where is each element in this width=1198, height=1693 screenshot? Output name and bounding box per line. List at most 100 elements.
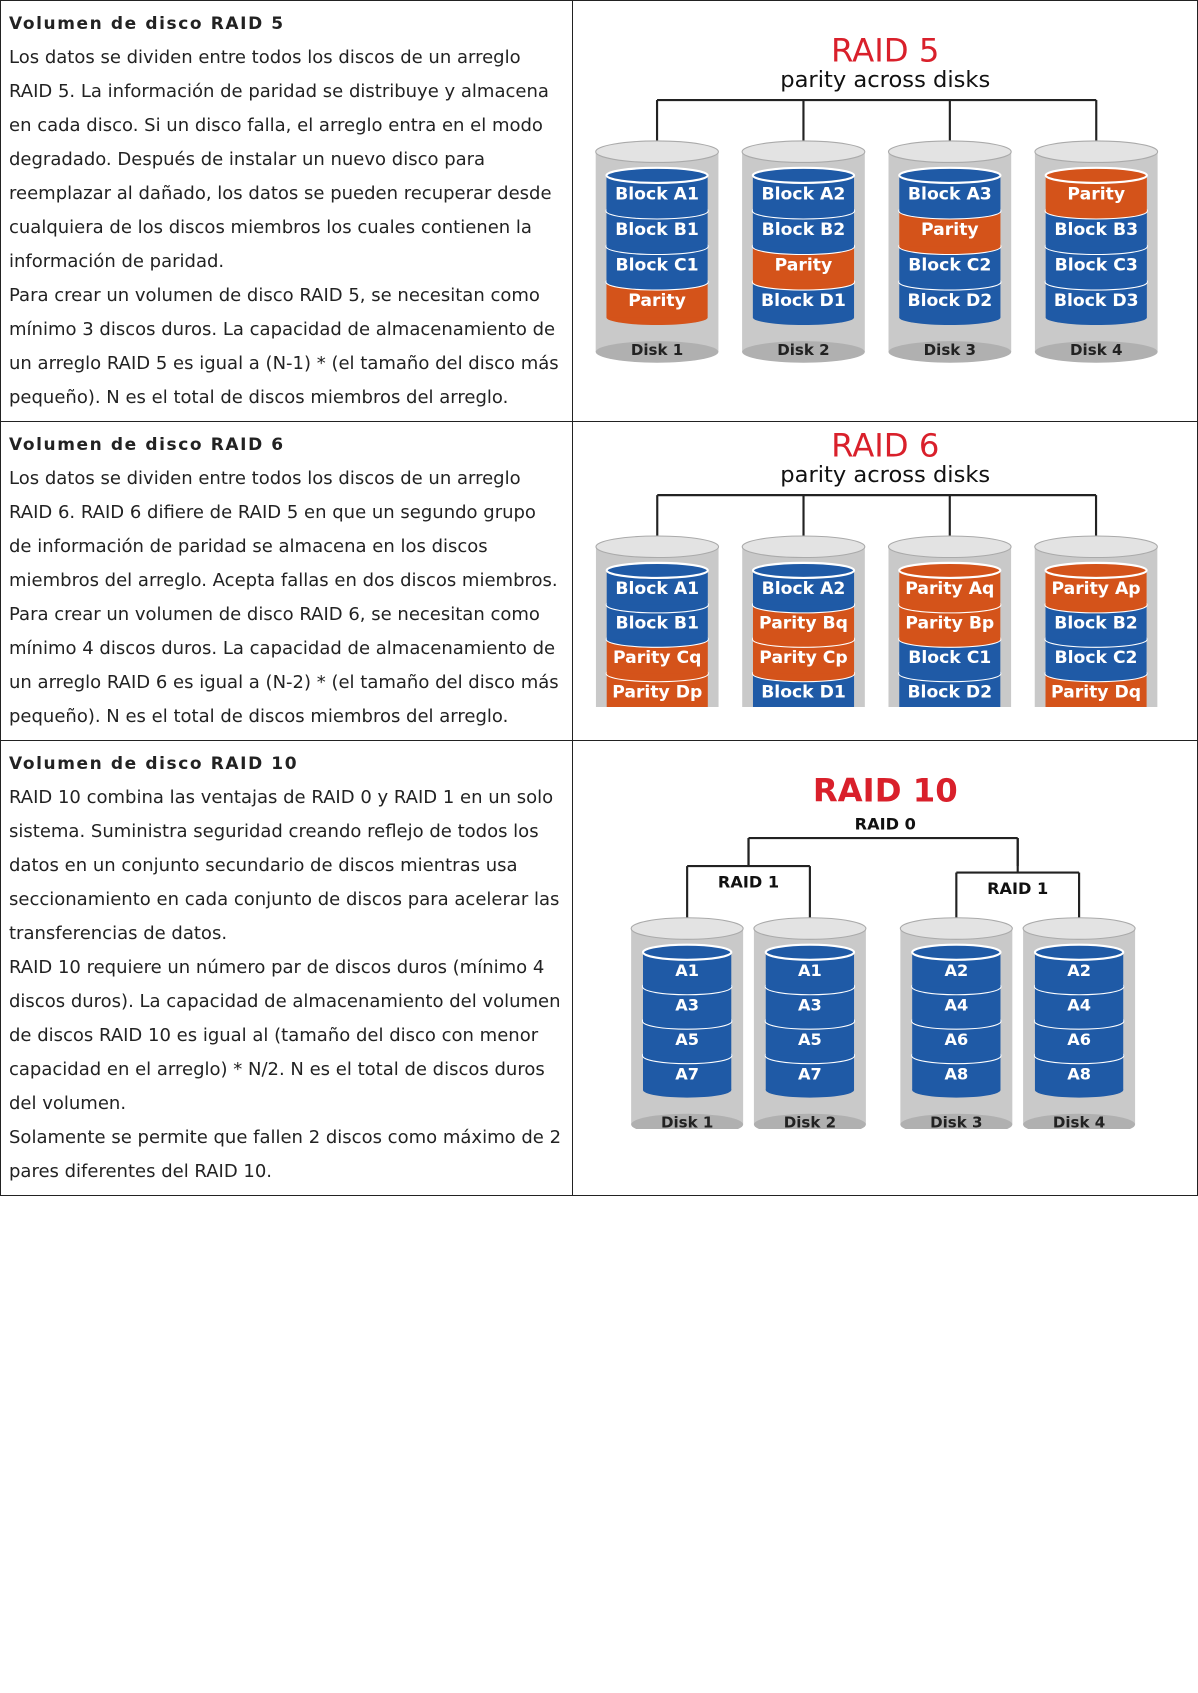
disk-base: [631, 1113, 744, 1129]
disk-base: [742, 341, 865, 363]
disk-top: [1034, 140, 1159, 164]
disk-base: [1023, 1113, 1136, 1129]
paragraph: RAID 10 requiere un número par de discos…: [9, 957, 561, 1114]
block-label: Parity Dq: [1051, 682, 1141, 702]
block-label: Parity Bq: [759, 613, 848, 633]
block-label: A7: [798, 1064, 822, 1083]
disk-base: [888, 341, 1012, 363]
block-label: Block C1: [908, 648, 991, 668]
diagram-subtitle: parity across disks: [780, 462, 990, 488]
text-cell: Volumen de disco RAID 10 RAID 10 combina …: [0, 740, 573, 1196]
block-label: Block D2: [907, 291, 992, 311]
block-top: [605, 166, 709, 184]
diagram-cell: RAID 6 parity across disks Parity Dp Parity…: [572, 421, 1198, 741]
disk-top: [887, 140, 1012, 164]
diagram-title: RAID 6: [831, 426, 939, 464]
disk-top: [630, 917, 744, 940]
block-top: [1033, 943, 1125, 961]
section-title: Volumen de disco RAID 6: [9, 435, 285, 455]
raid-table: Volumen de disco RAID 5 Los datos se divi…: [0, 0, 1198, 1196]
block-label: A4: [1067, 995, 1091, 1014]
diagram-title: RAID 10: [813, 771, 958, 809]
paragraph: Para crear un volumen de disco RAID 5, s…: [9, 285, 559, 408]
block-label: Block B3: [1054, 220, 1138, 240]
block-label: Block D1: [761, 682, 846, 702]
disk-label: Disk 2: [777, 341, 829, 359]
table-body: Volumen de disco RAID 5 Los datos se divi…: [0, 0, 1198, 1196]
disk-label: Disk 4: [1070, 341, 1122, 359]
block-label: Block C1: [615, 256, 698, 276]
disk-label: Disk 1: [631, 341, 683, 359]
group-label: RAID 1: [987, 879, 1048, 898]
block-top: [751, 561, 856, 580]
disk-top: [1034, 535, 1158, 559]
block-top: [1044, 561, 1148, 580]
disk-top: [1022, 917, 1136, 940]
block-label: Parity: [1067, 185, 1125, 205]
block-label: A1: [798, 961, 822, 980]
disk-top: [887, 535, 1012, 559]
diagram-cell: RAID 10 RAID 0 RAID 1 A7 A5 A3 A1 Disk 1 A7 A5 A3 A…: [572, 740, 1198, 1196]
block-label: A6: [944, 1030, 968, 1049]
diagram-title: RAID 5: [831, 31, 939, 69]
block-label: Parity Cq: [613, 648, 701, 668]
block-label: Block A1: [615, 579, 699, 599]
block-label: Parity: [628, 291, 686, 311]
disk-base: [900, 1113, 1013, 1129]
disk-top: [595, 140, 719, 164]
block-label: Parity Dp: [612, 682, 702, 702]
block-label: Parity Cp: [759, 648, 847, 668]
text-cell: Volumen de disco RAID 6 Los datos se divi…: [0, 421, 573, 741]
block-top: [898, 561, 1002, 580]
disk-top: [899, 917, 1013, 940]
paragraph: Los datos se dividen entre todos los dis…: [9, 47, 552, 272]
diagram-subtitle: parity across disks: [780, 67, 990, 93]
top-label: RAID 0: [855, 814, 916, 833]
disk-label: Disk 3: [924, 341, 976, 359]
block-label: Block A3: [908, 185, 992, 205]
block-label: Block B1: [615, 220, 699, 240]
text-cell: Volumen de disco RAID 5 Los datos se divi…: [0, 0, 573, 422]
block-top: [641, 943, 733, 961]
paragraph: Para crear un volumen de disco RAID 6, s…: [9, 604, 559, 727]
block-label: A1: [675, 961, 699, 980]
block-label: Block C2: [1055, 648, 1138, 668]
block-label: A8: [944, 1064, 968, 1083]
block-label: A3: [675, 995, 699, 1014]
paragraph: Los datos se dividen entre todos los dis…: [9, 468, 558, 591]
table-row: Volumen de disco RAID 10 RAID 10 combina …: [0, 740, 1198, 1196]
block-label: A4: [944, 995, 968, 1014]
block-label: Block C2: [908, 256, 991, 276]
block-label: A8: [1067, 1064, 1091, 1083]
disk-label: Disk 2: [784, 1114, 836, 1129]
block-label: A7: [675, 1064, 699, 1083]
block-label: A6: [1067, 1030, 1091, 1049]
block-label: Block A2: [762, 185, 846, 205]
block-top: [911, 943, 1002, 961]
disk-base: [1034, 341, 1158, 363]
block-label: A3: [798, 995, 822, 1014]
diagram-cell: RAID 5 parity across disks Parity Block C1 B…: [572, 0, 1198, 422]
paragraph: RAID 10 combina las ventajas de RAID 0 y…: [9, 787, 560, 944]
section-title: Volumen de disco RAID 10: [9, 754, 299, 774]
block-top: [764, 943, 856, 961]
block-top: [898, 166, 1002, 184]
block-label: Block A1: [615, 185, 699, 205]
group-label: RAID 1: [718, 873, 779, 892]
disk-label: Disk 4: [1053, 1114, 1105, 1129]
disk-base: [753, 1113, 866, 1129]
table-row: Volumen de disco RAID 6 Los datos se divi…: [0, 421, 1198, 741]
block-label: Block D3: [1054, 291, 1139, 311]
block-top: [751, 166, 856, 184]
block-label: A5: [675, 1030, 699, 1049]
block-label: Parity Aq: [905, 579, 994, 599]
disk-label: Disk 1: [661, 1114, 713, 1129]
block-top: [605, 561, 709, 580]
block-label: Parity: [921, 220, 979, 240]
disk-top: [741, 535, 866, 559]
block-label: Block C3: [1055, 256, 1138, 276]
block-label: A2: [1067, 961, 1091, 980]
